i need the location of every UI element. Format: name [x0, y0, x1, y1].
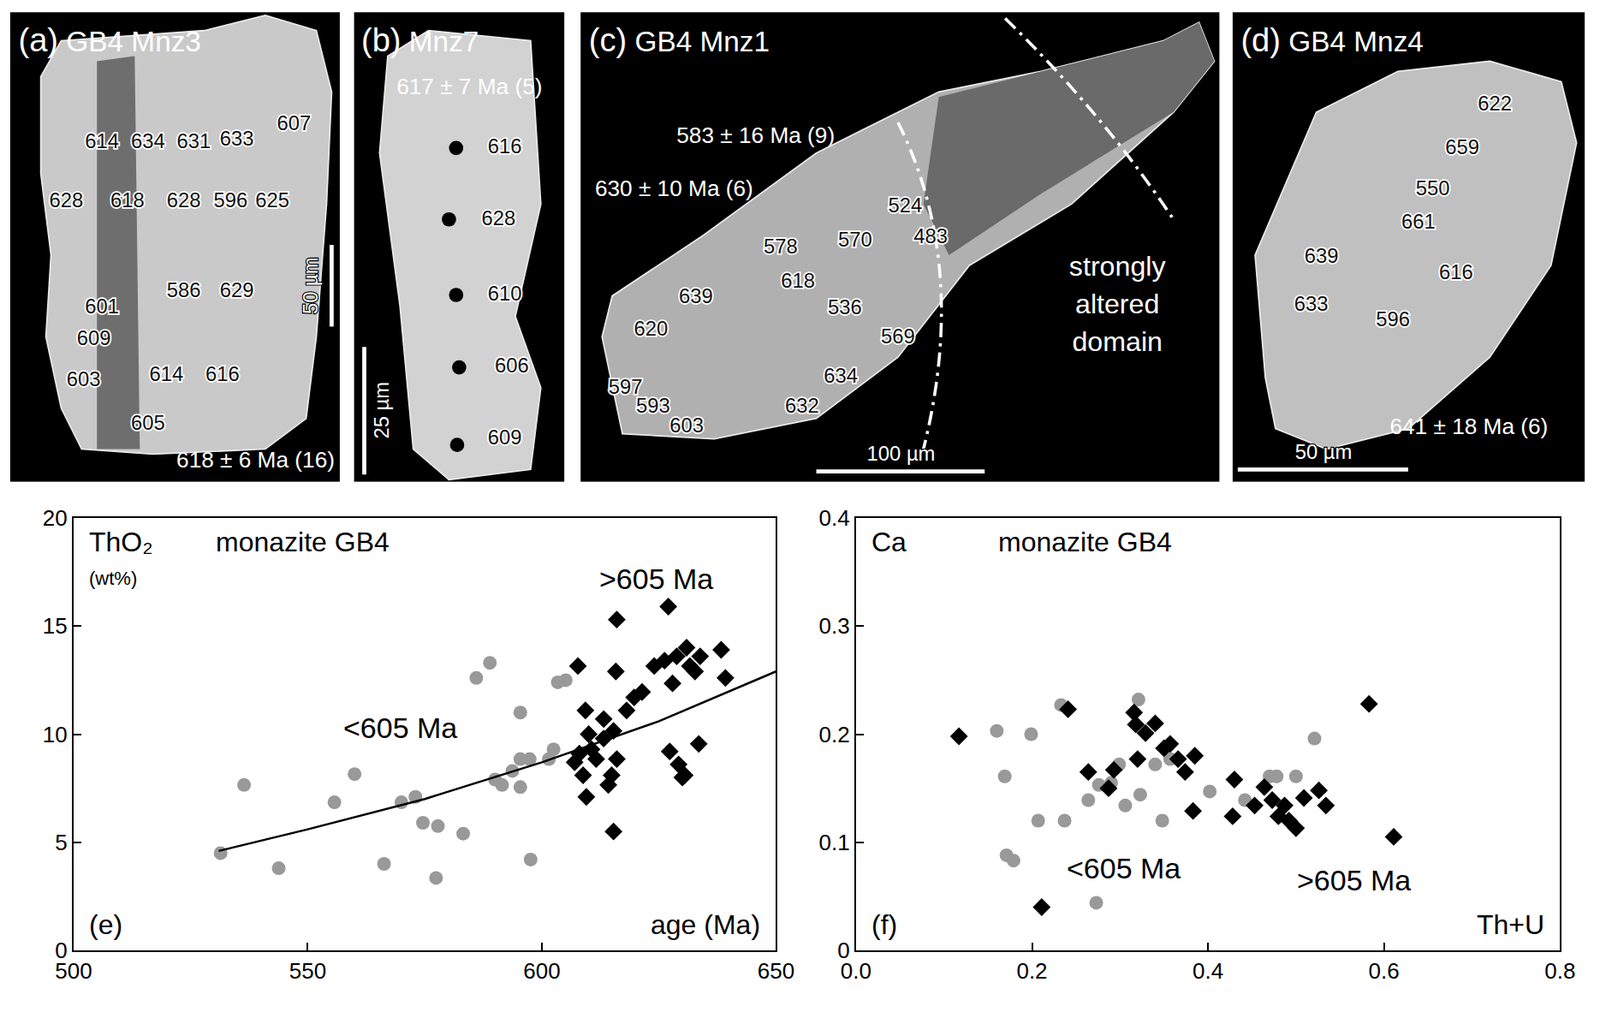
- svg-text:614: 614: [148, 362, 184, 386]
- svg-text:>605 Ma: >605 Ma: [599, 562, 714, 595]
- svg-text:50 µm: 50 µm: [298, 256, 322, 315]
- svg-text:570: 570: [838, 227, 873, 251]
- svg-text:0.4: 0.4: [1192, 957, 1224, 984]
- svg-text:593: 593: [636, 393, 671, 417]
- svg-text:596: 596: [214, 188, 249, 212]
- svg-text:0.4: 0.4: [819, 505, 851, 531]
- svg-text:610: 610: [487, 281, 523, 305]
- svg-text:641 ± 18 Ma (6): 641 ± 18 Ma (6): [1389, 413, 1548, 440]
- svg-text:628: 628: [481, 206, 517, 230]
- svg-text:0: 0: [837, 937, 850, 964]
- svg-text:628: 628: [49, 188, 84, 212]
- svg-text:strongly: strongly: [1069, 250, 1167, 282]
- svg-text:100 µm: 100 µm: [867, 441, 936, 465]
- svg-text:483: 483: [913, 224, 948, 248]
- svg-text:0.8: 0.8: [1544, 957, 1576, 984]
- svg-text:569: 569: [880, 324, 916, 348]
- svg-text:639: 639: [1304, 243, 1339, 268]
- svg-text:(a) GB4 Mnz3: (a) GB4 Mnz3: [17, 21, 201, 59]
- svg-text:632: 632: [785, 393, 820, 417]
- svg-text:597: 597: [608, 375, 643, 399]
- svg-text:(c) GB4 Mnz1: (c) GB4 Mnz1: [588, 21, 770, 59]
- svg-text:524: 524: [887, 193, 922, 217]
- svg-text:50 µm: 50 µm: [1295, 440, 1353, 464]
- svg-text:Ca: Ca: [871, 526, 907, 558]
- svg-text:5: 5: [54, 829, 67, 856]
- svg-text:639: 639: [678, 284, 714, 308]
- svg-text:616: 616: [487, 134, 523, 158]
- svg-text:606: 606: [494, 353, 530, 377]
- svg-text:633: 633: [220, 126, 255, 150]
- svg-text:536: 536: [827, 295, 863, 319]
- svg-text:616: 616: [1439, 260, 1474, 284]
- svg-text:(b) Mnz7: (b) Mnz7: [361, 21, 479, 59]
- svg-text:603: 603: [66, 367, 102, 391]
- svg-text:661: 661: [1401, 209, 1436, 233]
- svg-text:0.2: 0.2: [819, 721, 851, 748]
- svg-text:>605 Ma: >605 Ma: [1296, 863, 1411, 897]
- svg-text:domain: domain: [1071, 326, 1163, 357]
- svg-text:601: 601: [84, 294, 119, 318]
- svg-text:618: 618: [110, 188, 145, 212]
- svg-text:616: 616: [205, 362, 240, 386]
- svg-text:605: 605: [130, 410, 166, 435]
- svg-text:0: 0: [54, 937, 67, 964]
- svg-text:659: 659: [1445, 135, 1480, 159]
- svg-text:583 ± 16 Ma (9): 583 ± 16 Ma (9): [676, 122, 835, 149]
- svg-text:607: 607: [276, 111, 311, 135]
- svg-text:634: 634: [130, 129, 166, 153]
- svg-text:609: 609: [487, 425, 523, 449]
- svg-text:633: 633: [1294, 291, 1329, 316]
- svg-text:620: 620: [634, 316, 669, 340]
- svg-text:631: 631: [177, 129, 212, 153]
- svg-text:622: 622: [1477, 91, 1512, 115]
- svg-text:monazite GB4: monazite GB4: [998, 526, 1172, 558]
- svg-text:550: 550: [289, 957, 327, 984]
- svg-text:0.6: 0.6: [1368, 957, 1400, 984]
- svg-text:0.2: 0.2: [1016, 957, 1047, 984]
- svg-text:634: 634: [823, 363, 858, 387]
- svg-text:603: 603: [669, 413, 704, 437]
- svg-text:586: 586: [166, 278, 202, 302]
- svg-text:0.0: 0.0: [840, 957, 872, 984]
- svg-text:altered: altered: [1075, 288, 1160, 320]
- svg-text:(d) GB4 Mnz4: (d) GB4 Mnz4: [1240, 21, 1423, 59]
- svg-text:650: 650: [757, 957, 795, 984]
- svg-text:(wt%): (wt%): [89, 567, 137, 589]
- svg-text:618: 618: [780, 268, 815, 292]
- svg-text:10: 10: [42, 721, 68, 748]
- svg-text:15: 15: [42, 612, 68, 639]
- svg-text:596: 596: [1375, 307, 1410, 331]
- svg-text:617 ± 7 Ma (5): 617 ± 7 Ma (5): [396, 73, 542, 100]
- svg-text:630 ± 10 Ma (6): 630 ± 10 Ma (6): [594, 175, 754, 202]
- svg-text:monazite GB4: monazite GB4: [215, 526, 390, 558]
- svg-text:Th+U: Th+U: [1476, 909, 1545, 940]
- svg-text:20: 20: [42, 505, 68, 531]
- svg-text:625: 625: [255, 188, 290, 212]
- svg-text:628: 628: [166, 188, 202, 212]
- svg-text:629: 629: [220, 278, 255, 302]
- svg-text:550: 550: [1415, 176, 1451, 200]
- svg-text:<605 Ma: <605 Ma: [1066, 851, 1181, 885]
- svg-text:25 µm: 25 µm: [369, 381, 393, 440]
- svg-text:600: 600: [523, 957, 560, 984]
- svg-text:(e): (e): [89, 909, 123, 940]
- svg-text:614: 614: [84, 129, 119, 153]
- svg-text:500: 500: [54, 957, 92, 984]
- svg-text:(f): (f): [871, 909, 898, 940]
- svg-text:0.1: 0.1: [819, 829, 851, 856]
- svg-text:age (Ma): age (Ma): [650, 909, 761, 940]
- svg-text:<605 Ma: <605 Ma: [343, 711, 458, 744]
- svg-text:618 ± 6 Ma (16): 618 ± 6 Ma (16): [176, 446, 335, 473]
- svg-text:578: 578: [763, 234, 798, 258]
- svg-text:609: 609: [77, 326, 112, 350]
- svg-text:ThO₂: ThO₂: [89, 526, 154, 558]
- svg-text:0.3: 0.3: [819, 612, 851, 639]
